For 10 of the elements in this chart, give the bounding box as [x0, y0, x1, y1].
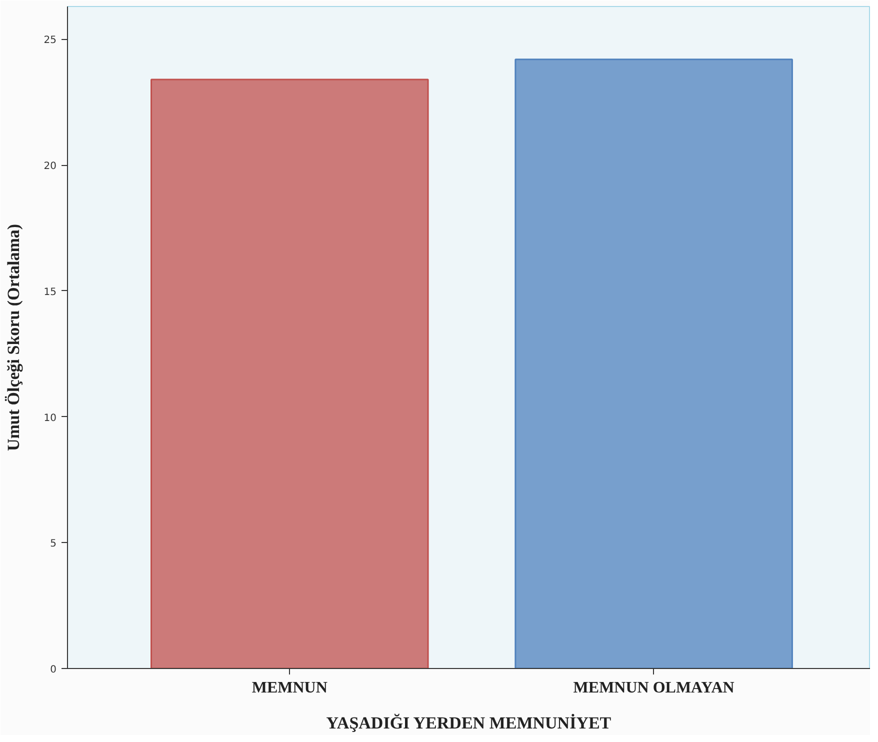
- y-tick-label: 20: [44, 161, 57, 172]
- x-tick-label: MEMNUN: [252, 680, 328, 696]
- y-tick-label: 10: [44, 412, 57, 424]
- y-tick-label: 15: [44, 286, 57, 298]
- x-axis-title: YAŞADIĞI YERDEN MEMNUNİYET: [326, 714, 612, 732]
- y-tick-label: 5: [50, 538, 57, 550]
- x-tick-label: MEMNUN OLMAYAN: [573, 680, 735, 696]
- y-tick-label: 25: [44, 35, 57, 46]
- y-axis-title: Umut Ölçeği Skoru (Ortalama): [4, 224, 23, 452]
- y-tick-label: 0: [50, 664, 57, 676]
